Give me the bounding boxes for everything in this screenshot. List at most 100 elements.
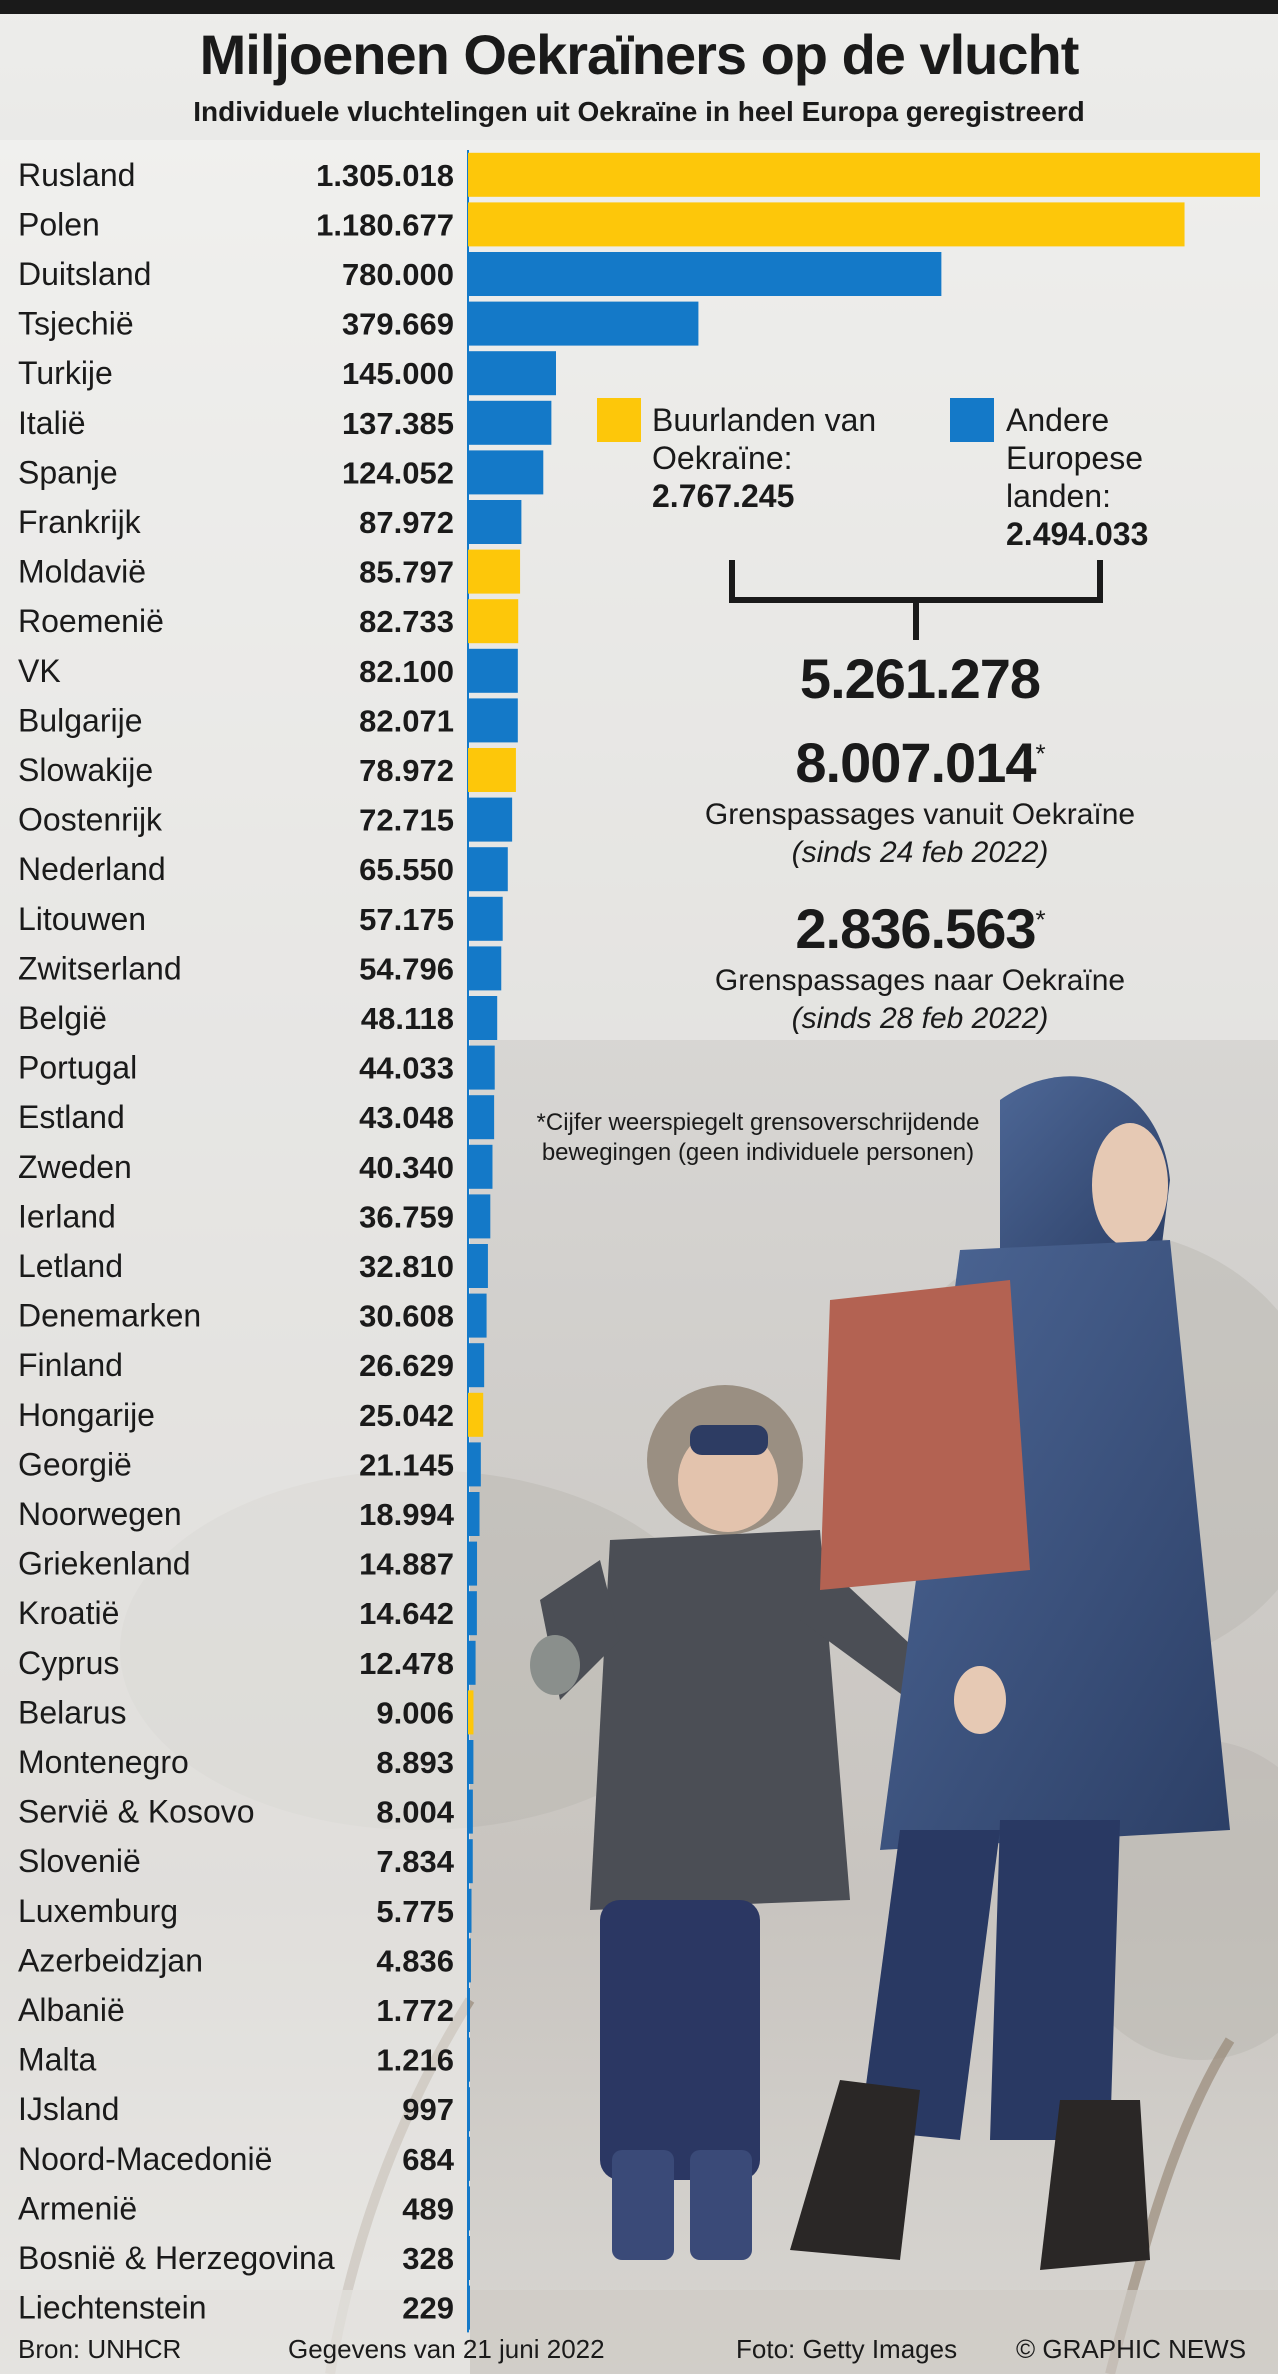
country-label: Spanje (18, 454, 118, 490)
value-label: 780.000 (342, 257, 454, 292)
crossings-out-number: 8.007.014 (795, 731, 1036, 794)
bar-row: Turkije 145.000 (18, 351, 556, 396)
country-label: Duitsland (18, 256, 151, 292)
value-label: 87.972 (359, 505, 454, 540)
bar (468, 301, 699, 346)
bar (468, 896, 503, 941)
country-label: Kroatië (18, 1595, 119, 1631)
country-label: Liechtenstein (18, 2290, 207, 2326)
woman-figure (790, 1076, 1230, 2270)
value-label: 82.733 (359, 604, 454, 639)
value-label: 30.608 (359, 1299, 454, 1334)
bar (468, 1541, 478, 1586)
crossings-out-star: * (1035, 738, 1046, 769)
total-value: 5.261.278 (799, 647, 1041, 710)
value-label: 82.100 (359, 654, 454, 689)
bar (468, 1839, 473, 1884)
country-label: België (18, 1000, 107, 1036)
value-label: 7.834 (376, 1844, 454, 1879)
bar-row: VK 82.100 (18, 648, 518, 693)
sum-bracket (729, 560, 1103, 640)
country-label: Finland (18, 1347, 123, 1383)
crossings-in-number: 2.836.563 (795, 897, 1036, 960)
value-label: 124.052 (342, 455, 454, 490)
value-label: 25.042 (359, 1398, 454, 1433)
bar (468, 847, 508, 892)
bar-row: Denemarken 30.608 (18, 1293, 487, 1338)
value-label: 4.836 (376, 1943, 454, 1978)
bar-row: Portugal 44.033 (18, 1045, 495, 1090)
bar (468, 252, 942, 296)
bar-row: Frankrijk 87.972 (18, 500, 522, 544)
value-label: 1.305.018 (316, 158, 454, 193)
bar (468, 1888, 472, 1933)
country-label: IJsland (18, 2091, 119, 2127)
value-label: 43.048 (359, 1100, 454, 1135)
value-label: 997 (402, 2092, 454, 2127)
country-label: Montenegro (18, 1744, 189, 1780)
country-label: Ierland (18, 1198, 116, 1234)
country-label: Cyprus (18, 1645, 119, 1681)
value-label: 1.216 (376, 2043, 454, 2078)
bar (468, 1293, 487, 1338)
country-label: Litouwen (18, 901, 146, 937)
value-label: 1.180.677 (316, 207, 454, 242)
country-label: Italië (18, 405, 86, 441)
country-label: Tsjechië (18, 306, 134, 342)
bar (468, 152, 1260, 197)
bar (468, 2087, 470, 2132)
value-label: 65.550 (359, 852, 454, 887)
bar-row: Polen 1.180.677 (18, 202, 1185, 247)
bar-row: Tsjechië 379.669 (18, 301, 699, 346)
country-label: Zweden (18, 1149, 132, 1185)
bar (468, 996, 498, 1040)
crossings-in-star: * (1035, 904, 1046, 935)
country-label: VK (18, 653, 61, 689)
country-label: Malta (18, 2042, 96, 2078)
value-label: 328 (402, 2241, 454, 2276)
bar-row: Rusland 1.305.018 (18, 152, 1260, 197)
bar-row: Moldavië 85.797 (18, 549, 521, 594)
country-label: Portugal (18, 1050, 137, 1086)
country-label: Luxemburg (18, 1893, 178, 1929)
country-label: Rusland (18, 157, 135, 193)
bar (468, 351, 556, 396)
bar-row: Duitsland 780.000 (18, 252, 942, 296)
bar-row: Nederland 65.550 (18, 847, 508, 892)
country-label: Belarus (18, 1694, 127, 1730)
value-label: 72.715 (359, 803, 454, 838)
bar (468, 648, 518, 693)
bar-row: Liechtenstein 229 (18, 2285, 470, 2330)
copyright: © GRAPHIC NEWS (1016, 2334, 1247, 2364)
value-label: 54.796 (359, 951, 454, 986)
bar-row: Azerbeidzjan 4.836 (18, 1938, 471, 1983)
bar (468, 500, 522, 544)
country-label: Noorwegen (18, 1496, 182, 1532)
chart-title: Miljoenen Oekraïners op de vlucht (199, 23, 1080, 86)
value-label: 145.000 (342, 356, 454, 391)
crossings-out-value: 8.007.014* (720, 730, 1120, 795)
bar-row: Spanje 124.052 (18, 450, 544, 495)
bar (468, 1591, 477, 1636)
country-label: Bulgarije (18, 702, 143, 738)
value-label: 85.797 (359, 555, 454, 590)
value-label: 36.759 (359, 1199, 454, 1234)
bar (468, 1442, 481, 1487)
bar (468, 1789, 473, 1834)
value-label: 32.810 (359, 1249, 454, 1284)
country-label: Georgië (18, 1446, 132, 1482)
country-label: Nederland (18, 851, 166, 887)
bar-row: Slowakije 78.972 (18, 748, 516, 792)
bar (468, 1690, 474, 1735)
country-label: Denemarken (18, 1298, 201, 1334)
country-label: Letland (18, 1248, 123, 1284)
bar-row: Litouwen 57.175 (18, 896, 503, 941)
crossings-out-since: (sinds 24 feb 2022) (791, 836, 1049, 869)
country-label: Albanië (18, 1992, 125, 2028)
bar-row: Belarus 9.006 (18, 1690, 474, 1735)
bar (468, 1095, 495, 1140)
bar (468, 1194, 491, 1239)
bar (468, 698, 518, 743)
bar-row: Servië & Kosovo 8.004 (18, 1789, 473, 1834)
